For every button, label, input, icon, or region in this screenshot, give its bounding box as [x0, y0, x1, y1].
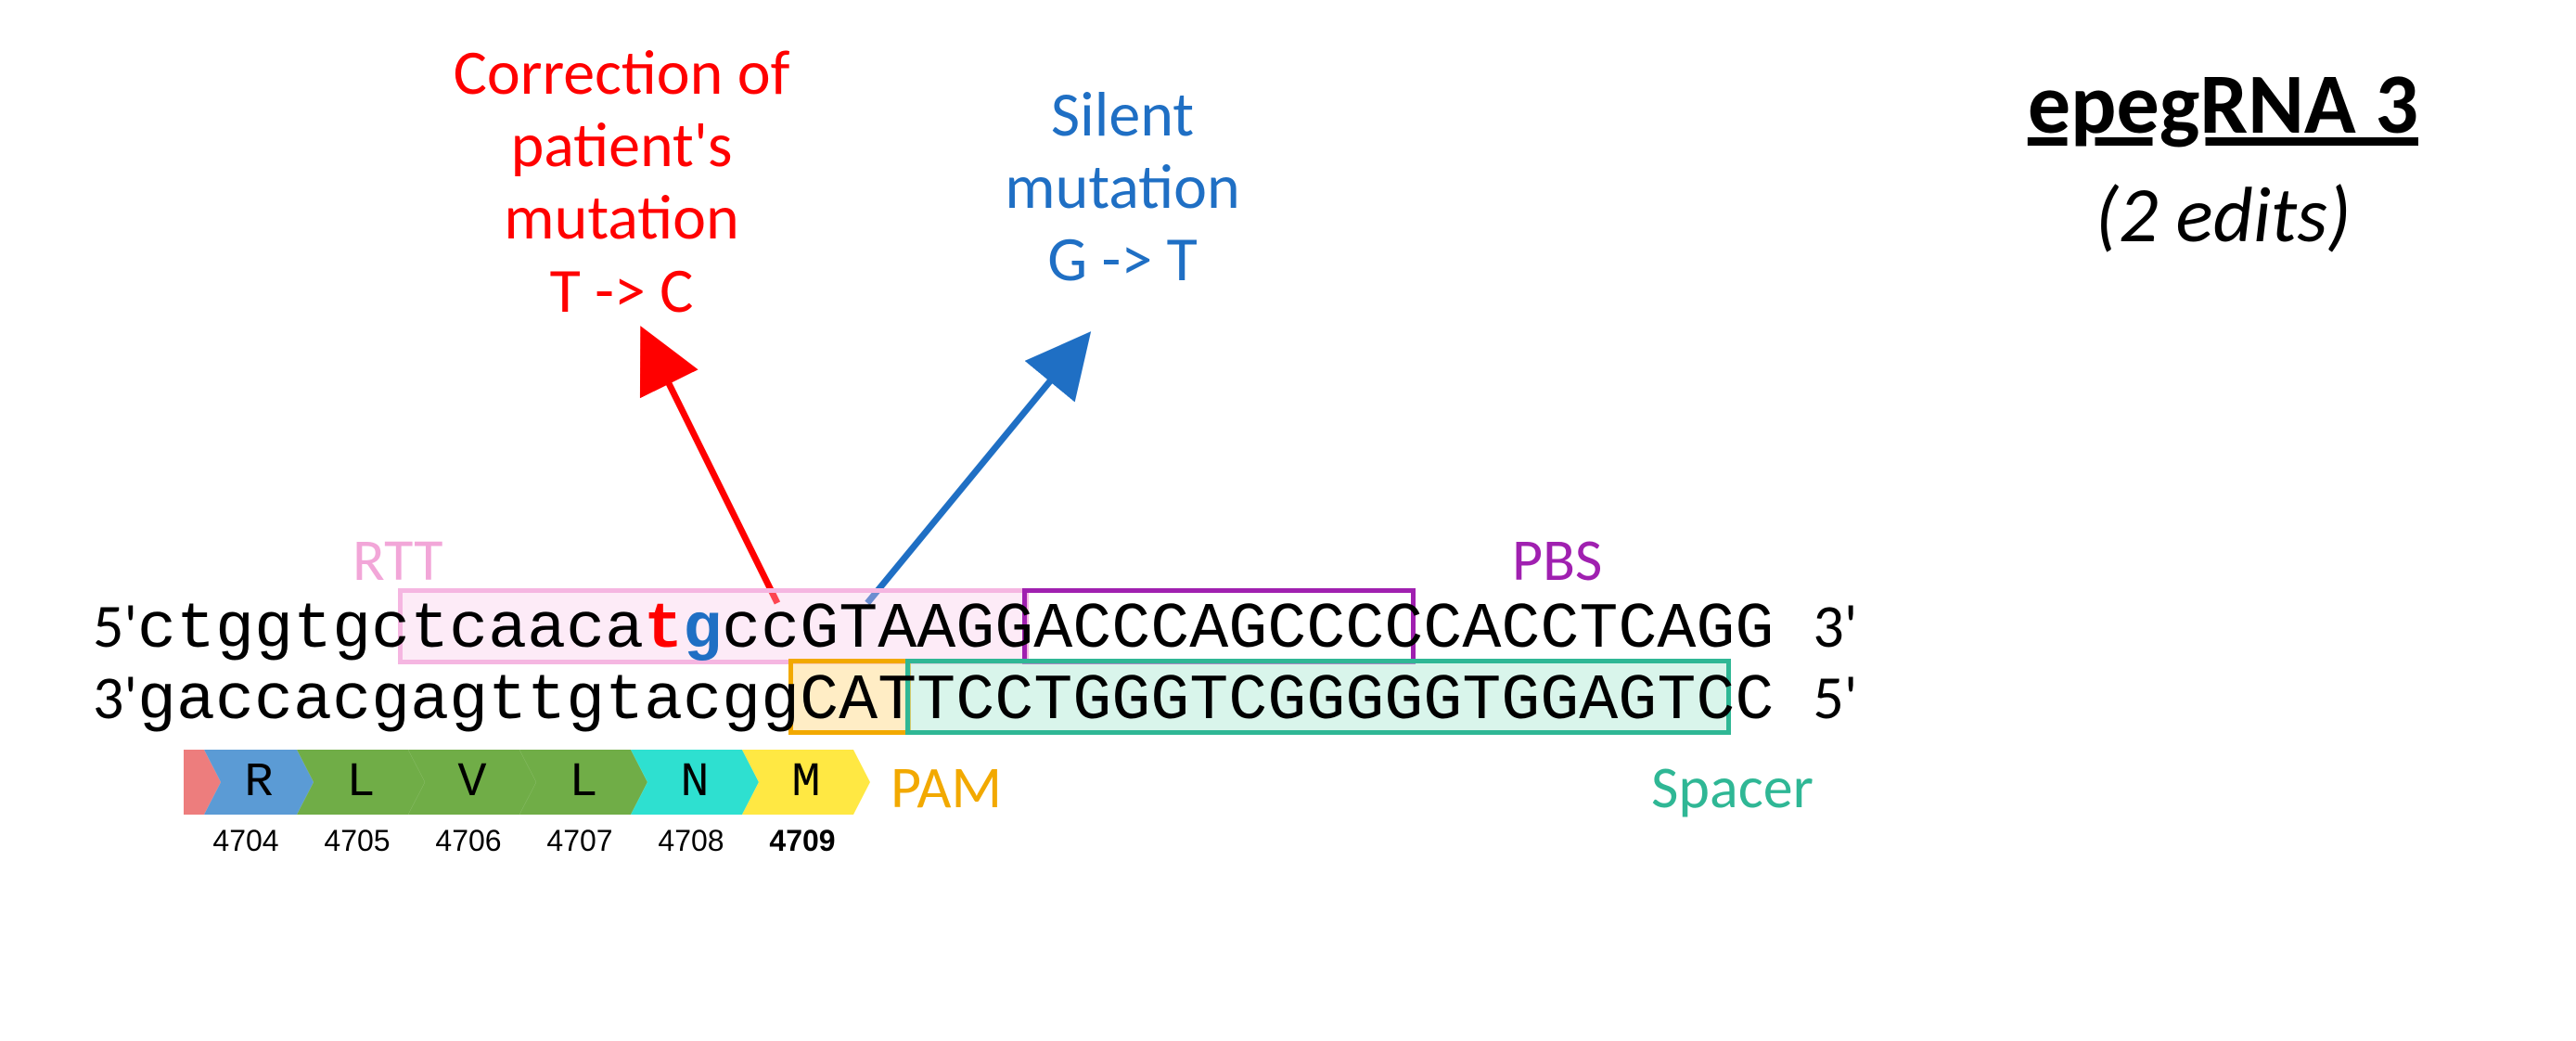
pbs-label: PBS	[1512, 524, 1602, 597]
aa-positions: 4704 4705 4706 4707 4708 4709	[190, 824, 858, 858]
aa-L2: L	[519, 750, 647, 815]
sequence-block: 5'ctggtgctcaacatgccGTAAGGACCCAGCCCCCACCT…	[93, 594, 1857, 736]
aa-V: V	[408, 750, 536, 815]
aa-N: N	[631, 750, 759, 815]
aa-L1: L	[297, 750, 425, 815]
arrow-blue	[867, 366, 1062, 603]
annotation-silent: Silent mutation G -> T	[928, 79, 1317, 297]
aa-track: R L V L N M	[184, 750, 853, 815]
title-block: epegRNA 3 (2 edits)	[2028, 51, 2418, 263]
title-sub: (2 edits)	[2028, 167, 2418, 263]
pam-label: PAM	[891, 752, 1002, 824]
spacer-label: Spacer	[1651, 752, 1813, 824]
edit-t: t	[644, 597, 683, 665]
rtt-label: RTT	[352, 524, 442, 597]
aa-M: M	[742, 750, 870, 815]
arrow-red	[660, 366, 777, 603]
edit-g: g	[683, 597, 722, 665]
annotation-correction: Correction of patient's mutation T -> C	[371, 37, 872, 328]
sequence-bottom-strand: 3'gaccacgagttgtacggCATTCCTGGGTCGGGGGTGGA…	[93, 665, 1857, 737]
title-main: epegRNA 3	[2028, 51, 2418, 156]
sequence-top-strand: 5'ctggtgctcaacatgccGTAAGGACCCAGCCCCCACCT…	[93, 594, 1857, 665]
